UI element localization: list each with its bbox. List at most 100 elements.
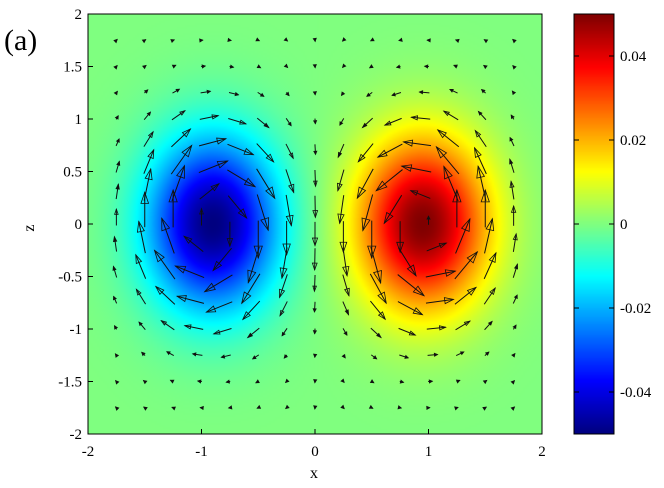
vector-arrow — [452, 188, 462, 228]
vector-arrow — [115, 183, 120, 200]
vector-arrow — [198, 137, 228, 147]
vector-arrow — [337, 143, 345, 159]
vector-arrow — [398, 247, 417, 277]
vector-arrow — [369, 379, 375, 384]
vector-arrow — [509, 180, 515, 200]
vector-arrow — [226, 221, 234, 248]
vector-arrow — [510, 379, 516, 385]
vector-arrow — [114, 207, 119, 226]
vector-arrow — [512, 232, 518, 252]
vector-arrow — [313, 379, 318, 384]
vector-arrow — [114, 114, 119, 120]
vector-arrow — [113, 90, 118, 96]
vector-arrow — [241, 273, 261, 305]
vector-arrow — [340, 404, 345, 410]
vector-arrow — [312, 195, 319, 219]
vector-arrow — [425, 297, 455, 305]
vector-arrow — [454, 286, 477, 305]
vector-arrow — [484, 217, 495, 254]
vector-arrow — [311, 221, 319, 247]
vector-arrow — [398, 37, 403, 42]
vector-arrow — [253, 220, 263, 260]
vector-arrow — [283, 354, 289, 359]
vector-arrow — [175, 295, 205, 304]
y-axis-label: z — [21, 224, 38, 231]
vector-arrow — [410, 115, 431, 121]
vector-arrow — [427, 352, 439, 357]
vector-arrow — [369, 37, 375, 42]
vector-arrow — [114, 406, 120, 411]
vector-arrow — [383, 117, 402, 126]
vector-arrow — [509, 136, 515, 147]
vector-arrow — [400, 164, 432, 173]
vector-arrow — [205, 301, 233, 313]
y-tick-label: 2 — [75, 7, 83, 23]
vector-arrow — [341, 37, 347, 42]
vector-arrow — [191, 352, 203, 357]
vector-arrow — [368, 404, 374, 409]
vector-arrow — [342, 328, 348, 336]
y-tick-label: 1 — [75, 112, 83, 128]
x-axis-ticks: -2 -1 0 1 2 — [82, 429, 546, 460]
vector-arrow — [395, 64, 401, 69]
vector-arrow — [246, 327, 260, 339]
vector-arrow — [169, 379, 175, 384]
vector-arrow — [171, 64, 177, 69]
vector-arrow — [425, 269, 457, 278]
vector-arrow — [136, 220, 146, 254]
vector-arrow — [484, 351, 490, 356]
colorbar-tick-label: -0.02 — [620, 301, 651, 317]
vector-arrow — [283, 37, 289, 42]
vector-arrow — [449, 88, 458, 94]
vector-arrow — [511, 352, 516, 358]
vector-arrow — [203, 274, 233, 293]
vector-arrow — [166, 351, 175, 357]
x-tick-label: 2 — [538, 444, 546, 460]
vector-arrow — [199, 38, 204, 43]
vector-arrow — [153, 249, 176, 280]
vector-arrow — [340, 91, 346, 97]
vector-arrow — [313, 405, 318, 410]
vector-arrow — [285, 143, 294, 160]
vector-arrow — [282, 220, 291, 256]
vector-arrow — [337, 169, 345, 192]
vector-arrow — [114, 324, 119, 330]
vector-arrow — [313, 170, 318, 188]
vector-arrow — [397, 274, 426, 297]
vector-arrow — [443, 165, 459, 202]
vector-arrow — [453, 64, 458, 69]
vector-arrow — [283, 63, 289, 69]
vector-arrow — [361, 194, 374, 232]
vector-arrow — [391, 92, 402, 97]
vector-arrow — [361, 117, 374, 129]
vector-arrow — [512, 294, 518, 304]
vector-arrow — [113, 38, 118, 44]
vector-arrow — [171, 164, 185, 202]
vector-arrow — [114, 353, 120, 358]
vector-arrow — [135, 253, 147, 279]
vector-arrow — [172, 88, 181, 94]
vector-arrow — [142, 64, 147, 70]
vector-arrow — [143, 148, 155, 174]
vector-arrow — [312, 353, 318, 359]
vector-arrow — [281, 328, 288, 337]
vector-arrow — [375, 169, 403, 192]
vector-arrow — [256, 168, 276, 200]
vector-arrow — [115, 138, 120, 147]
vector-arrow — [142, 379, 148, 385]
vector-arrow — [257, 91, 265, 97]
vector-arrow — [170, 39, 176, 44]
vector-arrow — [251, 354, 260, 360]
vector-arrow — [312, 275, 317, 293]
vector-arrow — [227, 405, 233, 410]
vector-arrow — [476, 165, 487, 202]
vector-arrow — [312, 91, 318, 96]
vector-arrow — [477, 110, 487, 121]
vector-arrow — [285, 169, 295, 194]
vector-arrow — [285, 404, 290, 410]
vector-arrow — [199, 114, 220, 120]
vector-arrow — [512, 324, 517, 330]
vector-arrow — [227, 143, 255, 156]
vector-arrow — [312, 37, 317, 43]
vector-arrow — [368, 64, 374, 69]
